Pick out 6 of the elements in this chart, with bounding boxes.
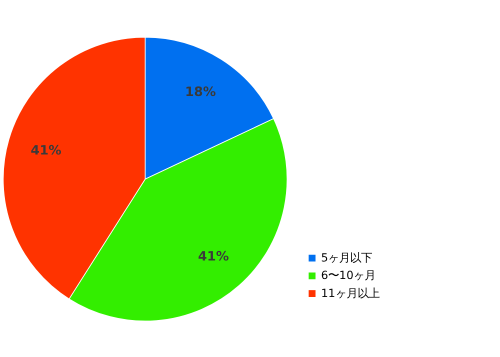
data-label: 41%	[198, 250, 229, 265]
legend-label: 6〜10ヶ月	[320, 269, 376, 282]
legend-label: 5ヶ月以下	[320, 251, 372, 264]
data-label: 41%	[30, 143, 62, 158]
data-label: 18%	[185, 84, 216, 100]
legend-label: 11ヶ月以上	[320, 286, 380, 300]
